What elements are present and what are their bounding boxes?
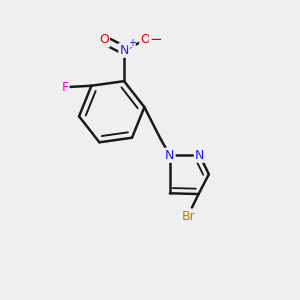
Text: −: − — [149, 32, 162, 46]
Text: +: + — [128, 38, 136, 48]
Text: N: N — [119, 44, 129, 57]
Text: Br: Br — [182, 210, 195, 223]
Text: O: O — [140, 33, 150, 46]
Text: F: F — [61, 81, 68, 94]
Text: N: N — [195, 149, 204, 162]
Text: N: N — [165, 149, 175, 162]
Text: O: O — [99, 33, 109, 46]
